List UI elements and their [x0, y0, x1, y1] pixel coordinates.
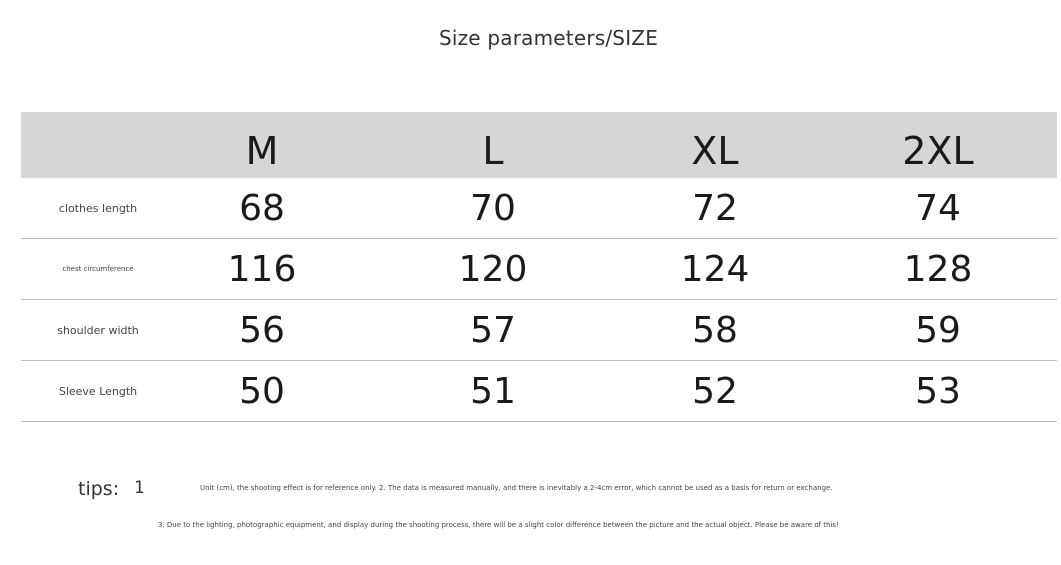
page-title: Size parameters/SIZE	[438, 26, 659, 50]
table-cell: 74	[915, 187, 961, 229]
tips-note-line-2: 3. Due to the lighting, photographic equ…	[158, 521, 839, 529]
table-cell: 70	[470, 187, 516, 229]
tips-label: tips:	[78, 478, 120, 500]
tips-number: 1	[134, 478, 145, 498]
header-size-m: M	[245, 129, 279, 173]
table-cell: 116	[227, 248, 297, 290]
table-cell: 72	[692, 187, 738, 229]
row-label-chest-circumference: chest circumference	[62, 265, 134, 273]
table-cell: 58	[692, 309, 738, 351]
table-cell: 56	[239, 309, 285, 351]
table-cell: 57	[470, 309, 516, 351]
table-row: Sleeve Length 50 51 52 53	[21, 361, 1057, 422]
table-cell: 128	[903, 248, 973, 290]
table-row: clothes length 68 70 72 74	[21, 178, 1057, 239]
table-cell: 68	[239, 187, 285, 229]
header-size-xl: XL	[691, 129, 739, 173]
size-table: M L XL 2XL clothes length 68 70 72 74 ch…	[21, 112, 1057, 422]
header-size-l: L	[482, 129, 504, 173]
row-label-sleeve-length: Sleeve Length	[58, 384, 138, 398]
row-label-clothes-length: clothes length	[58, 201, 138, 215]
table-cell: 50	[239, 370, 285, 412]
table-cell: 124	[680, 248, 750, 290]
table-cell: 52	[692, 370, 738, 412]
row-label-shoulder-width: shoulder width	[57, 323, 139, 337]
table-row: chest circumference 116 120 124 128	[21, 239, 1057, 300]
size-header-row: M L XL 2XL	[21, 112, 1057, 178]
table-cell: 51	[470, 370, 516, 412]
table-cell: 59	[915, 309, 961, 351]
header-size-2xl: 2XL	[902, 129, 974, 173]
table-cell: 53	[915, 370, 961, 412]
table-row: shoulder width 56 57 58 59	[21, 300, 1057, 361]
tips-note-line-1: Unit (cm), the shooting effect is for re…	[200, 484, 833, 492]
table-cell: 120	[458, 248, 528, 290]
